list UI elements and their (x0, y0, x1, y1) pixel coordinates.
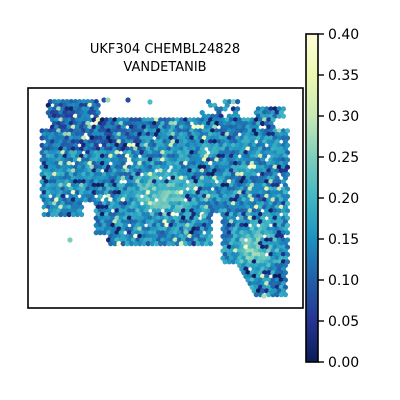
spot (62, 211, 68, 218)
spot (261, 293, 267, 299)
spot (147, 99, 153, 105)
spot (282, 292, 288, 298)
chart-title-line-2: VANDETANIB (123, 60, 206, 75)
spot (133, 241, 139, 247)
spot (58, 211, 64, 218)
spot (101, 230, 108, 236)
colorbar-tick-label: 0.00 (328, 355, 359, 371)
spot (183, 241, 189, 247)
spot (191, 241, 197, 247)
spot (74, 211, 80, 218)
spot (269, 289, 275, 295)
spot (274, 292, 280, 298)
spot (112, 241, 118, 247)
spot (195, 241, 201, 247)
spot (128, 241, 135, 247)
spot (284, 230, 291, 236)
spot (125, 97, 131, 103)
spot (214, 208, 220, 214)
spot (41, 211, 47, 218)
spot (141, 241, 147, 247)
spot (158, 241, 164, 247)
spot (126, 157, 132, 163)
spot (105, 97, 111, 103)
spot (201, 213, 207, 219)
spot (278, 292, 284, 298)
spot (67, 237, 73, 243)
spot (276, 113, 282, 119)
spot (203, 241, 209, 247)
spot (178, 241, 184, 247)
spot (101, 97, 107, 103)
spot (187, 241, 193, 247)
colorbar-tick-label: 0.35 (328, 68, 359, 84)
spot (149, 241, 155, 247)
spot (153, 241, 160, 247)
spot (230, 99, 236, 105)
colorbar-tick-label: 0.20 (328, 191, 359, 207)
spot (208, 241, 214, 247)
spot (120, 175, 126, 181)
spot (260, 120, 266, 127)
spot (166, 241, 172, 247)
spot (39, 135, 45, 141)
spot (170, 241, 176, 247)
spot (124, 241, 130, 247)
spot (120, 241, 126, 247)
spot (66, 211, 72, 218)
colorbar-tick-label: 0.15 (328, 232, 359, 248)
plot-frame (27, 87, 304, 309)
spot (230, 259, 236, 265)
spot (97, 230, 103, 236)
spot (83, 197, 89, 203)
spot (199, 241, 205, 247)
spot (174, 241, 180, 247)
spot (208, 102, 214, 108)
spot (222, 259, 228, 265)
spot (280, 113, 286, 119)
colorbar-tick-label: 0.25 (328, 150, 359, 166)
spot (93, 230, 99, 236)
spot (235, 99, 241, 105)
spot (45, 211, 51, 218)
spot (162, 241, 168, 247)
colorbar-gradient (306, 34, 318, 362)
spot (49, 211, 56, 218)
spot (79, 211, 85, 218)
spot (70, 211, 76, 218)
spot (145, 241, 151, 247)
spot (116, 241, 122, 247)
colorbar-tick-label: 0.05 (328, 314, 359, 330)
colorbar-tick-label: 0.30 (328, 109, 359, 125)
spot (222, 106, 228, 112)
spot (54, 211, 60, 218)
colorbar-tick-label: 0.40 (328, 27, 359, 43)
spot (87, 197, 93, 203)
colorbar: 0.00 0.05 0.10 0.15 0.20 0.25 0.30 0.35 0.40 (305, 27, 359, 371)
colorbar-tick-label: 0.10 (328, 273, 359, 289)
chart-title-line-1: UKF304 CHEMBL24828 (90, 42, 240, 57)
spot (183, 229, 189, 235)
spot (137, 241, 143, 247)
spot-layer (39, 97, 291, 299)
spot (253, 292, 259, 298)
spot (108, 241, 114, 247)
spot (226, 259, 232, 265)
